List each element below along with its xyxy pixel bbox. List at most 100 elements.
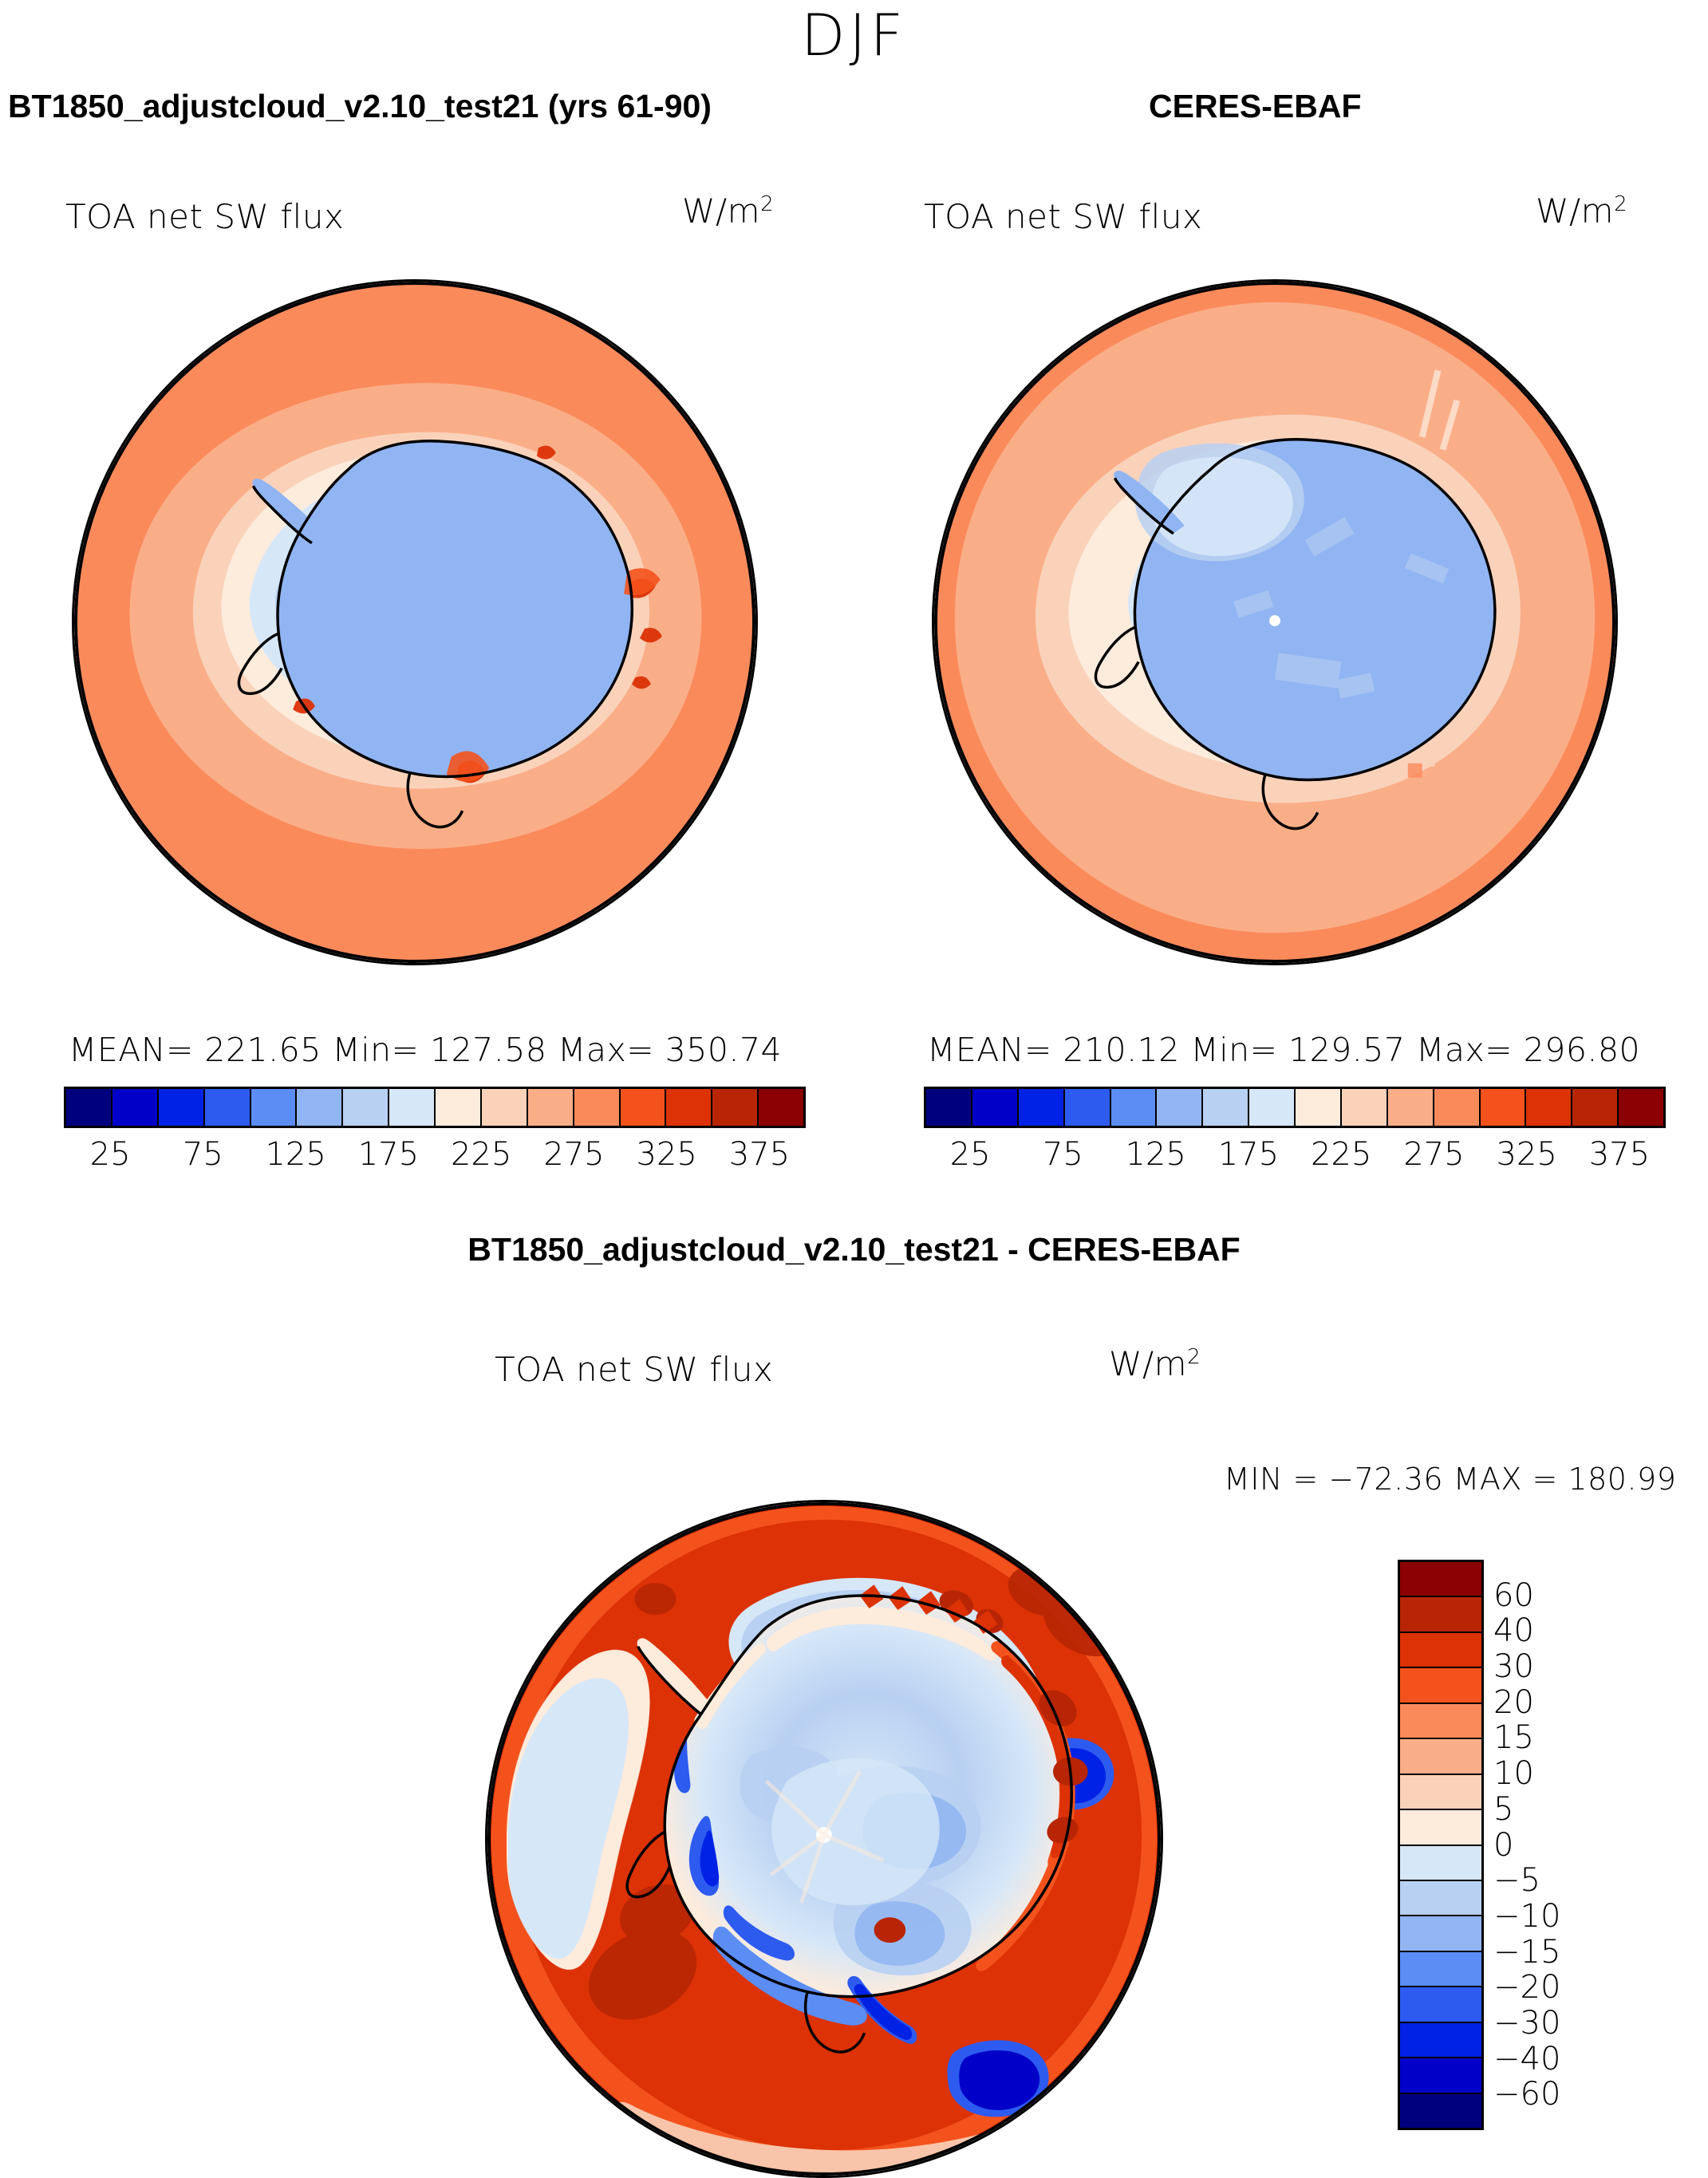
colorbar-tick-label: 40 xyxy=(1493,1612,1534,1650)
colorbar-cell xyxy=(481,1089,528,1126)
difference-panel-title: BT1850_adjustcloud_v2.10_test21 - CERES-… xyxy=(467,1231,1241,1268)
season-title: DJF xyxy=(800,2,908,69)
colorbar-cell xyxy=(1434,1089,1481,1126)
colorbar-tick-label: 20 xyxy=(1493,1683,1534,1721)
colorbar-cell xyxy=(1400,2093,1481,2128)
colorbar-cell xyxy=(204,1089,251,1126)
colorbar-cell xyxy=(250,1089,298,1126)
colorbar-cell xyxy=(1400,1703,1481,1740)
model-unit-text: W/m xyxy=(682,191,761,231)
colorbar-cell xyxy=(1400,1562,1481,1598)
colorbar-tick-label: 75 xyxy=(1042,1136,1083,1173)
colorbar-tick-label: 125 xyxy=(1125,1136,1186,1173)
colorbar-tick-label: −40 xyxy=(1493,2040,1561,2077)
colorbar-cell xyxy=(1341,1089,1388,1126)
colorbar-cell xyxy=(436,1089,482,1126)
colorbar-tick-label: 225 xyxy=(1310,1136,1372,1173)
difference-colorbar xyxy=(1398,1560,1484,2130)
colorbar-cell xyxy=(1203,1089,1250,1126)
difference-unit-text: W/m xyxy=(1109,1344,1188,1383)
difference-map-contours xyxy=(487,1502,1161,2176)
colorbar-tick-label: 375 xyxy=(728,1136,791,1173)
colorbar-cell xyxy=(343,1089,390,1126)
colorbar-cell xyxy=(926,1089,972,1126)
colorbar-cell xyxy=(1400,1668,1481,1704)
colorbar-tick-label: 325 xyxy=(636,1136,697,1173)
colorbar-cell xyxy=(1400,1739,1481,1775)
colorbar-tick-label: 0 xyxy=(1493,1826,1514,1864)
colorbar-tick-label: 225 xyxy=(450,1136,512,1173)
model-polar-map xyxy=(72,279,758,965)
colorbar-cell xyxy=(1400,2022,1481,2059)
colorbar-cell xyxy=(1400,1774,1481,1811)
colorbar-cell xyxy=(66,1089,112,1126)
difference-polar-map xyxy=(485,1500,1163,2178)
colorbar-tick-label: 275 xyxy=(1403,1136,1465,1173)
colorbar-cell xyxy=(620,1089,667,1126)
colorbar-cell xyxy=(1526,1089,1573,1126)
colorbar-cell xyxy=(1400,1916,1481,1952)
colorbar-tick-label: −15 xyxy=(1493,1933,1561,1971)
colorbar-tick-label: 15 xyxy=(1493,1719,1534,1757)
colorbar-cell xyxy=(1157,1089,1204,1126)
colorbar-tick-label: 10 xyxy=(1493,1755,1534,1793)
model-statistics: MEAN= 221.65 Min= 127.58 Max= 350.74 xyxy=(69,1031,783,1069)
observation-panel-title: CERES-EBAF xyxy=(1149,88,1362,124)
observation-unit-exponent: 2 xyxy=(1614,192,1628,216)
difference-colorbar-labels: 60 40 30 20 15 10 5 0 −5 −10 −15 −20 −30 −40 −60 xyxy=(1493,1560,1629,2130)
colorbar-cell xyxy=(297,1089,344,1126)
colorbar-tick-label: −20 xyxy=(1493,1969,1561,2006)
colorbar-tick-label: 175 xyxy=(1217,1136,1280,1173)
difference-unit-label: W/m2 xyxy=(1109,1344,1201,1383)
colorbar-cell xyxy=(527,1089,574,1126)
observation-unit-text: W/m xyxy=(1536,191,1615,231)
colorbar-tick-label: 75 xyxy=(182,1136,223,1173)
observation-polar-map xyxy=(932,279,1618,965)
colorbar-cell xyxy=(1249,1089,1296,1126)
colorbar-cell xyxy=(666,1089,713,1126)
observation-statistics: MEAN= 210.12 Min= 129.57 Max= 296.80 xyxy=(927,1031,1641,1069)
difference-unit-exponent: 2 xyxy=(1187,1345,1201,1369)
colorbar-tick-label: −30 xyxy=(1493,2004,1561,2042)
observation-field-label: TOA net SW flux xyxy=(924,197,1203,236)
colorbar-cell xyxy=(1400,1632,1481,1669)
colorbar-cell xyxy=(759,1089,803,1126)
colorbar-cell xyxy=(972,1089,1019,1126)
colorbar-tick-label: −60 xyxy=(1493,2076,1561,2113)
colorbar-cell xyxy=(389,1089,436,1126)
colorbar-cell xyxy=(1400,1810,1481,1846)
observation-unit-label: W/m2 xyxy=(1536,191,1627,231)
colorbar-cell xyxy=(1400,1987,1481,2023)
colorbar-tick-label: 125 xyxy=(265,1136,326,1173)
colorbar-tick-label: 30 xyxy=(1493,1648,1534,1686)
colorbar-cell xyxy=(712,1089,759,1126)
colorbar-tick-label: −5 xyxy=(1493,1862,1540,1900)
colorbar-cell xyxy=(1296,1089,1342,1126)
colorbar-cell xyxy=(574,1089,621,1126)
colorbar-tick-label: 25 xyxy=(89,1136,131,1173)
difference-statistics: MIN = −72.36 MAX = 180.99 xyxy=(1224,1462,1677,1497)
model-unit-label: W/m2 xyxy=(682,191,774,231)
colorbar-cell xyxy=(112,1089,159,1126)
observation-colorbar xyxy=(924,1087,1666,1128)
colorbar-tick-label: 375 xyxy=(1588,1136,1651,1173)
difference-field-label: TOA net SW flux xyxy=(495,1350,774,1389)
colorbar-cell xyxy=(1400,2058,1481,2094)
colorbar-cell xyxy=(1400,1880,1481,1917)
colorbar-tick-label: 5 xyxy=(1493,1790,1514,1828)
colorbar-cell xyxy=(1387,1089,1434,1126)
model-map-contours xyxy=(74,282,755,963)
colorbar-tick-label: −10 xyxy=(1493,1897,1561,1935)
colorbar-cell xyxy=(1400,1951,1481,1988)
colorbar-cell xyxy=(158,1089,205,1126)
colorbar-tick-label: 60 xyxy=(1493,1576,1534,1614)
colorbar-cell xyxy=(1400,1597,1481,1633)
model-colorbar xyxy=(64,1087,806,1128)
colorbar-cell xyxy=(1018,1089,1065,1126)
model-field-label: TOA net SW flux xyxy=(65,197,345,236)
colorbar-tick-label: 275 xyxy=(543,1136,605,1173)
colorbar-tick-label: 25 xyxy=(949,1136,991,1173)
colorbar-cell xyxy=(1064,1089,1111,1126)
observation-colorbar-labels: 25 75 125 175 225 275 325 375 xyxy=(924,1136,1666,1181)
colorbar-tick-label: 325 xyxy=(1496,1136,1557,1173)
